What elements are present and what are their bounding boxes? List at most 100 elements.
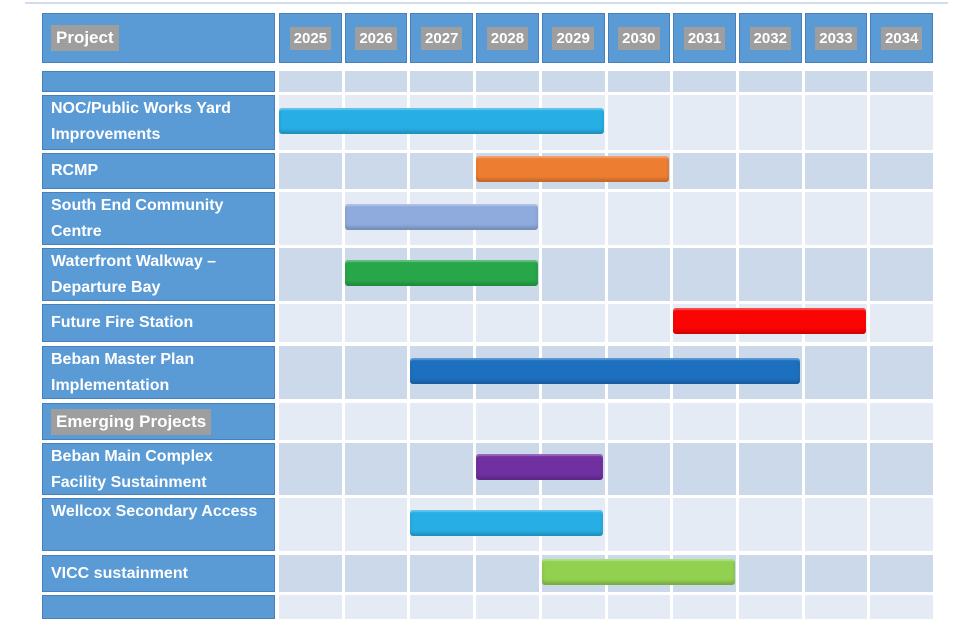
chart-cell — [738, 498, 802, 551]
project-label-cell: South End Community Centre — [42, 192, 275, 245]
gantt-bar — [542, 559, 735, 585]
project-label-cell: Wellcox Secondary Access — [42, 498, 275, 551]
chart-cell — [804, 95, 868, 150]
chart-cell — [804, 192, 868, 245]
year-header-cell: 2032 — [738, 13, 802, 63]
chart-cell — [541, 403, 605, 440]
gantt-bar — [476, 156, 669, 182]
chart-cell — [279, 443, 342, 495]
chart-cell — [607, 71, 671, 92]
chart-cell — [738, 595, 802, 619]
project-row: NOC/Public Works Yard Improvements — [42, 95, 933, 150]
section-label: Emerging Projects — [51, 408, 212, 435]
project-header-label: Project — [51, 25, 119, 51]
chart-cell — [344, 498, 408, 551]
project-row: VICC sustainment — [42, 555, 933, 592]
chart-cell — [738, 95, 802, 150]
chart-cell — [410, 153, 474, 189]
chart-cell — [607, 95, 671, 150]
chart-cell — [673, 403, 736, 440]
chart-cell — [804, 555, 868, 592]
gantt-bar — [476, 454, 603, 480]
project-row: RCMP — [42, 153, 933, 189]
chart-cell — [804, 595, 868, 619]
chart-cell — [476, 595, 539, 619]
chart-cell — [804, 498, 868, 551]
timeline-strip — [279, 71, 933, 92]
chart-cell — [870, 498, 933, 551]
project-label-cell: Beban Main Complex Facility Sustainment — [42, 443, 275, 495]
timeline-strip — [279, 153, 933, 189]
chart-cell — [410, 555, 474, 592]
project-label: Waterfront Walkway – Departure Bay — [51, 253, 217, 296]
chart-cell — [476, 555, 539, 592]
project-label: Future Fire Station — [51, 314, 194, 331]
chart-cell — [541, 71, 605, 92]
chart-cell — [804, 71, 868, 92]
chart-cell — [738, 555, 802, 592]
chart-cell — [870, 595, 933, 619]
project-label: VICC sustainment — [51, 564, 188, 582]
chart-cell — [344, 443, 408, 495]
chart-cell — [344, 403, 408, 440]
year-label: 2032 — [749, 26, 791, 50]
year-label: 2029 — [552, 26, 594, 50]
project-label-cell: Waterfront Walkway – Departure Bay — [42, 248, 275, 301]
chart-cell — [476, 71, 539, 92]
chart-cell — [738, 153, 802, 189]
chart-cell — [607, 304, 671, 342]
chart-cell — [410, 443, 474, 495]
chart-cell — [279, 71, 342, 92]
project-row: Wellcox Secondary Access — [42, 498, 933, 551]
gantt-bar — [279, 108, 604, 134]
chart-cell — [738, 443, 802, 495]
chart-cell — [870, 346, 933, 399]
gantt-bar — [345, 260, 538, 286]
year-header-cell: 2026 — [344, 13, 408, 63]
chart-cell — [410, 304, 474, 342]
chart-cell — [607, 595, 671, 619]
year-header-cell: 2031 — [673, 13, 736, 63]
spacer-row — [42, 595, 933, 619]
chart-cell — [804, 153, 868, 189]
project-row: Future Fire Station — [42, 304, 933, 342]
project-row: Waterfront Walkway – Departure Bay — [42, 248, 933, 301]
project-label: Wellcox Secondary Access — [51, 503, 258, 520]
chart-cell — [607, 192, 671, 245]
chart-cell — [738, 192, 802, 245]
timeline-strip — [279, 555, 933, 592]
year-header-strip: 2025 2026 2027 2028 2029 2030 2031 2032 2033 2034 — [279, 13, 933, 63]
project-label-cell: NOC/Public Works Yard Improvements — [42, 95, 275, 150]
timeline-strip — [279, 403, 933, 440]
gantt-bar — [410, 358, 800, 384]
chart-cell — [344, 153, 408, 189]
chart-cell — [673, 595, 736, 619]
chart-cell — [870, 555, 933, 592]
year-label: 2025 — [289, 26, 332, 50]
spacer-row — [42, 71, 933, 92]
year-label: 2026 — [355, 26, 397, 50]
timeline-strip — [279, 595, 933, 619]
spacer-label-cell — [42, 595, 275, 619]
year-header-cell: 2025 — [279, 13, 342, 63]
chart-cell — [541, 304, 605, 342]
chart-cell — [279, 153, 342, 189]
chart-cell — [344, 555, 408, 592]
chart-cell — [870, 304, 933, 342]
chart-cell — [541, 595, 605, 619]
year-header-cell: 2034 — [870, 13, 933, 63]
timeline-strip — [279, 248, 933, 301]
project-label-cell: Emerging Projects — [42, 403, 275, 440]
project-label: Beban Master Plan Implementation — [51, 351, 195, 394]
year-header-cell: 2030 — [607, 13, 671, 63]
project-label: South End Community Centre — [51, 197, 224, 240]
project-row: South End Community Centre — [42, 192, 933, 245]
year-label: 2030 — [618, 26, 660, 50]
chart-cell — [673, 443, 736, 495]
chart-cell — [870, 95, 933, 150]
year-header-cell: 2029 — [541, 13, 605, 63]
chart-cell — [738, 71, 802, 92]
chart-cell — [870, 71, 933, 92]
project-label: RCMP — [51, 162, 99, 179]
chart-cell — [279, 248, 342, 301]
